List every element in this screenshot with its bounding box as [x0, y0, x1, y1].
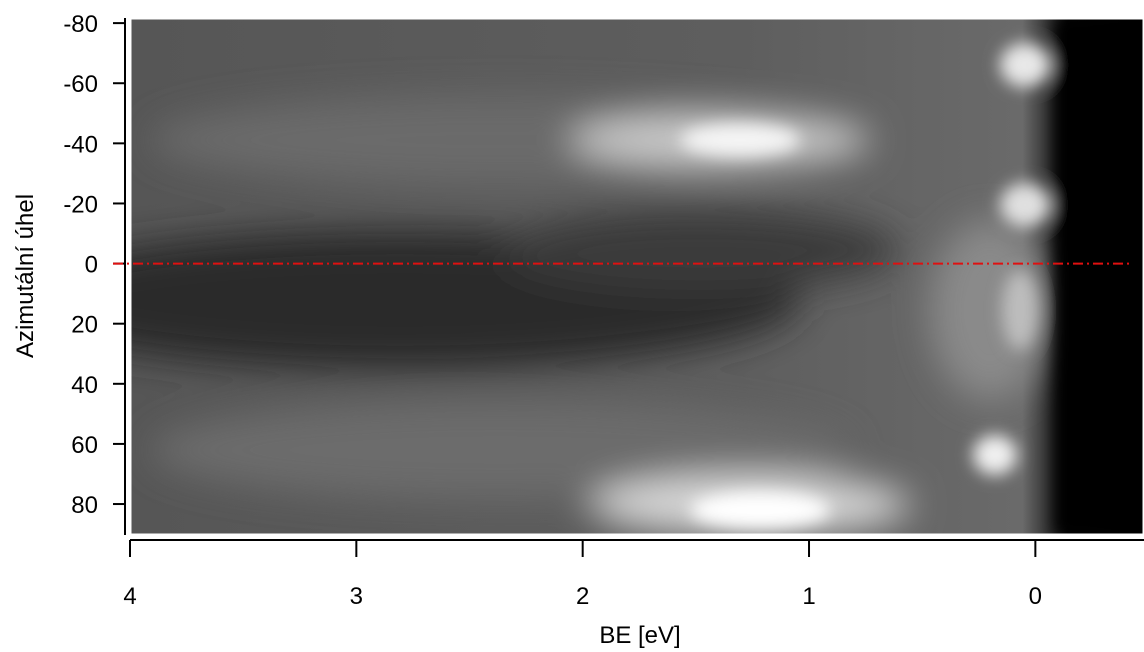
x-axis-title: BE [eV]	[599, 622, 680, 649]
y-tick-label: -40	[63, 131, 98, 158]
x-tick-label: 0	[1029, 583, 1042, 610]
y-tick-label: 40	[71, 372, 98, 399]
y-tick-label: 20	[71, 312, 98, 339]
x-tick-label: 1	[802, 583, 815, 610]
y-tick-label: 0	[85, 252, 98, 279]
y-tick-label: -20	[63, 191, 98, 218]
x-tick-label: 4	[123, 583, 136, 610]
y-tick-label: 60	[71, 432, 98, 459]
heatmap-image	[130, 18, 1144, 535]
y-tick-label: -80	[63, 11, 98, 38]
plot-frame	[128, 16, 1144, 537]
y-tick-label: 80	[71, 492, 98, 519]
y-axis-title: Azimutální úhel	[12, 194, 39, 358]
y-tick-label: -60	[63, 71, 98, 98]
x-tick-label: 2	[576, 583, 589, 610]
x-tick-label: 3	[350, 583, 363, 610]
